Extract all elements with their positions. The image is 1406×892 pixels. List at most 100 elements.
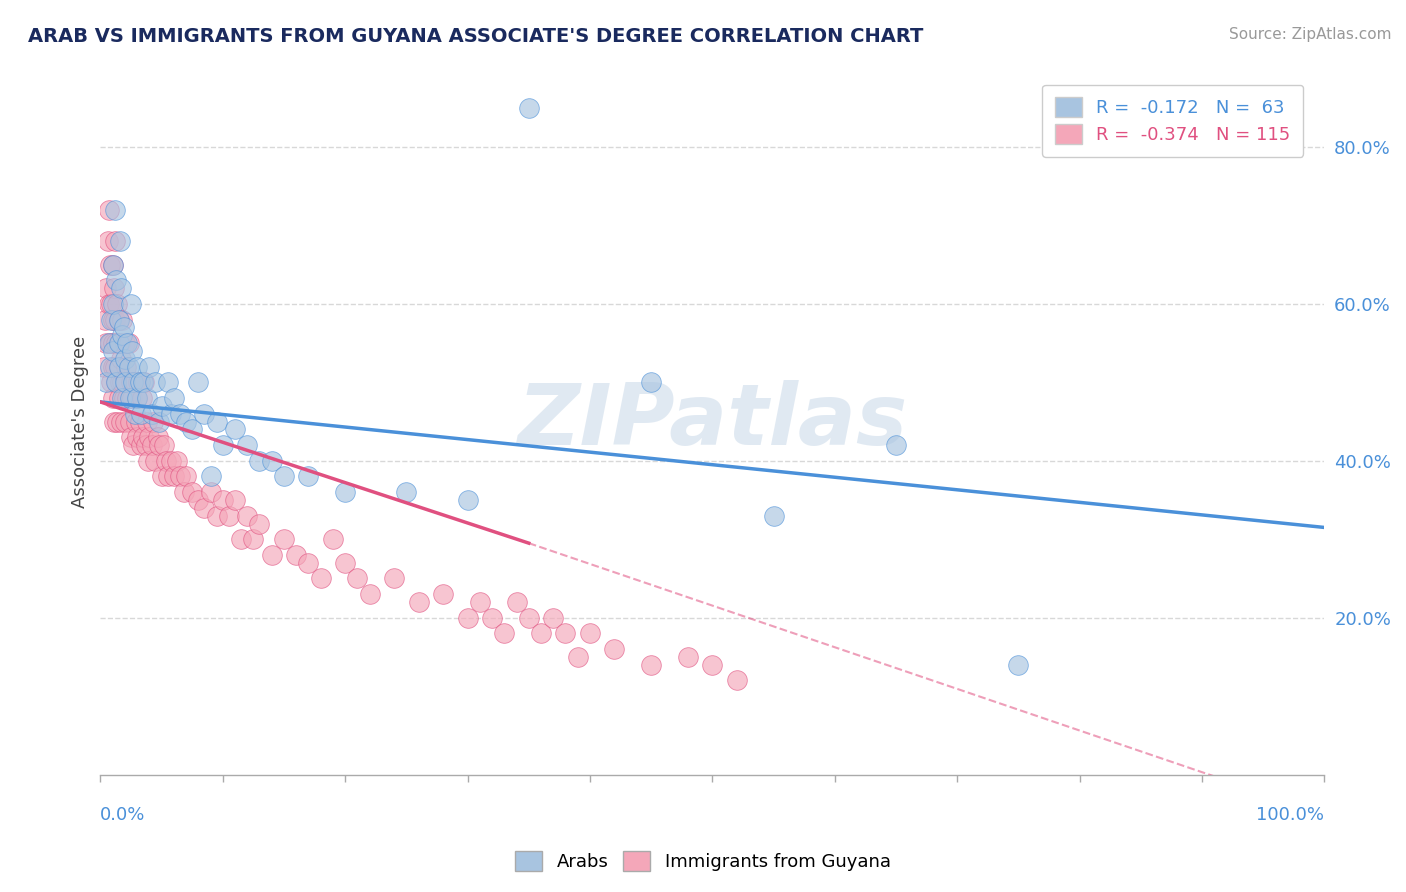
Point	[505, 595, 527, 609]
Point	[120, 430, 142, 444]
Point	[163, 469, 186, 483]
Point	[236, 438, 259, 452]
Point	[104, 359, 127, 374]
Point	[100, 312, 122, 326]
Point	[120, 376, 142, 390]
Point	[166, 454, 188, 468]
Point	[124, 407, 146, 421]
Text: ZIPatlas: ZIPatlas	[517, 380, 907, 463]
Point	[117, 391, 139, 405]
Point	[129, 438, 152, 452]
Point	[260, 548, 283, 562]
Point	[153, 438, 176, 452]
Point	[236, 508, 259, 523]
Point	[640, 376, 662, 390]
Point	[1007, 657, 1029, 672]
Point	[322, 533, 344, 547]
Point	[101, 297, 124, 311]
Text: 0.0%: 0.0%	[100, 806, 146, 824]
Point	[101, 391, 124, 405]
Point	[457, 493, 479, 508]
Point	[163, 391, 186, 405]
Point	[174, 415, 197, 429]
Point	[122, 438, 145, 452]
Point	[517, 610, 540, 624]
Point	[359, 587, 381, 601]
Point	[541, 610, 564, 624]
Point	[127, 376, 149, 390]
Point	[200, 469, 222, 483]
Text: Source: ZipAtlas.com: Source: ZipAtlas.com	[1229, 27, 1392, 42]
Point	[211, 493, 233, 508]
Point	[141, 438, 163, 452]
Point	[107, 391, 129, 405]
Point	[117, 336, 139, 351]
Point	[129, 407, 152, 421]
Point	[114, 376, 136, 390]
Point	[148, 438, 170, 452]
Point	[134, 376, 156, 390]
Point	[169, 469, 191, 483]
Point	[125, 415, 148, 429]
Point	[132, 376, 155, 390]
Point	[554, 626, 576, 640]
Point	[603, 642, 626, 657]
Legend: R =  -0.172   N =  63, R =  -0.374   N = 115: R = -0.172 N = 63, R = -0.374 N = 115	[1042, 85, 1303, 157]
Point	[108, 336, 131, 351]
Point	[110, 281, 132, 295]
Point	[105, 336, 128, 351]
Point	[285, 548, 308, 562]
Point	[169, 407, 191, 421]
Point	[148, 415, 170, 429]
Point	[150, 399, 173, 413]
Point	[104, 202, 127, 217]
Point	[125, 430, 148, 444]
Text: ARAB VS IMMIGRANTS FROM GUYANA ASSOCIATE'S DEGREE CORRELATION CHART: ARAB VS IMMIGRANTS FROM GUYANA ASSOCIATE…	[28, 27, 924, 45]
Point	[107, 312, 129, 326]
Point	[160, 407, 183, 421]
Point	[346, 571, 368, 585]
Point	[141, 407, 163, 421]
Point	[173, 485, 195, 500]
Point	[193, 500, 215, 515]
Point	[530, 626, 553, 640]
Point	[187, 493, 209, 508]
Point	[114, 376, 136, 390]
Point	[408, 595, 430, 609]
Point	[224, 422, 246, 436]
Point	[297, 556, 319, 570]
Point	[181, 485, 204, 500]
Point	[111, 312, 134, 326]
Point	[100, 297, 122, 311]
Point	[98, 336, 121, 351]
Point	[432, 587, 454, 601]
Point	[567, 649, 589, 664]
Point	[132, 430, 155, 444]
Point	[128, 415, 150, 429]
Point	[136, 454, 159, 468]
Point	[97, 297, 120, 311]
Point	[242, 533, 264, 547]
Point	[107, 359, 129, 374]
Point	[725, 673, 748, 688]
Point	[97, 336, 120, 351]
Point	[101, 336, 124, 351]
Point	[249, 516, 271, 531]
Point	[229, 533, 252, 547]
Point	[104, 312, 127, 326]
Point	[702, 657, 724, 672]
Point	[224, 493, 246, 508]
Y-axis label: Associate's Degree: Associate's Degree	[72, 335, 89, 508]
Point	[160, 454, 183, 468]
Point	[101, 359, 124, 374]
Point	[105, 376, 128, 390]
Point	[205, 415, 228, 429]
Point	[98, 258, 121, 272]
Point	[101, 258, 124, 272]
Point	[101, 258, 124, 272]
Point	[205, 508, 228, 523]
Point	[117, 359, 139, 374]
Point	[131, 391, 153, 405]
Point	[249, 454, 271, 468]
Point	[114, 336, 136, 351]
